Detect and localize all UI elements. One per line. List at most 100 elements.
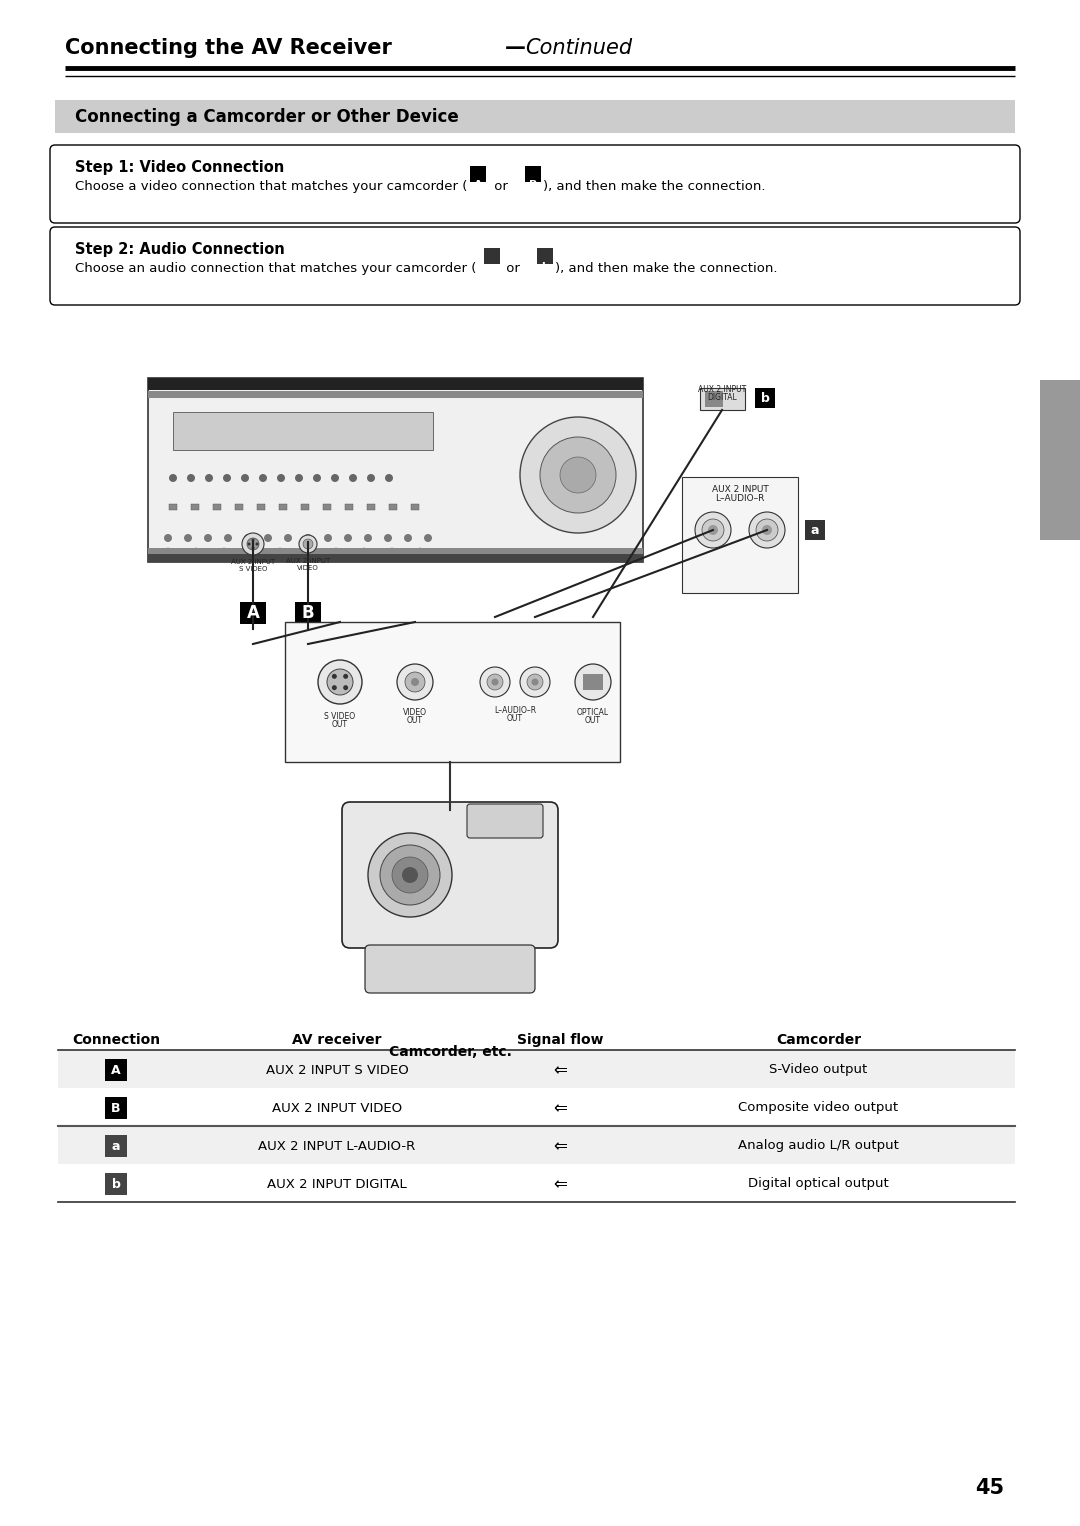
Text: ), and then make the connection.: ), and then make the connection. <box>543 180 766 192</box>
Circle shape <box>367 475 375 482</box>
Bar <box>55 101 1015 133</box>
Circle shape <box>204 534 212 542</box>
Bar <box>411 504 419 510</box>
Bar <box>58 1050 1015 1088</box>
Text: Connecting a Camcorder or Other Device: Connecting a Camcorder or Other Device <box>75 107 459 125</box>
Bar <box>345 504 353 510</box>
Text: or: or <box>490 180 512 192</box>
Text: L–AUDIO–R: L–AUDIO–R <box>715 494 765 504</box>
Text: Choose an audio connection that matches your camcorder (: Choose an audio connection that matches … <box>75 262 476 275</box>
Text: a: a <box>488 262 496 272</box>
Circle shape <box>313 475 321 482</box>
Circle shape <box>303 539 313 549</box>
Text: AUX 2 INPUT VIDEO: AUX 2 INPUT VIDEO <box>272 1102 402 1114</box>
Bar <box>173 412 433 450</box>
Circle shape <box>259 475 267 482</box>
Circle shape <box>364 534 372 542</box>
Text: AUX 2 INPUT: AUX 2 INPUT <box>286 559 330 565</box>
Circle shape <box>184 534 192 542</box>
Circle shape <box>191 548 201 559</box>
Text: Connecting the AV Receiver: Connecting the AV Receiver <box>65 38 392 58</box>
Circle shape <box>750 513 785 548</box>
Circle shape <box>247 543 251 545</box>
Circle shape <box>411 678 419 687</box>
Circle shape <box>368 833 453 917</box>
Circle shape <box>480 667 510 697</box>
Circle shape <box>303 548 313 559</box>
Circle shape <box>187 475 195 482</box>
Bar <box>148 548 643 554</box>
Text: Continued: Continued <box>525 38 632 58</box>
Text: A: A <box>246 604 259 623</box>
Text: Composite video output: Composite video output <box>739 1102 899 1114</box>
Bar <box>148 378 643 391</box>
Circle shape <box>303 534 312 542</box>
Bar <box>58 1088 1015 1126</box>
Text: DIGITAL: DIGITAL <box>707 394 737 401</box>
Text: Camcorder: Camcorder <box>775 1033 861 1047</box>
FancyBboxPatch shape <box>365 945 535 993</box>
Circle shape <box>318 661 362 703</box>
Circle shape <box>256 543 258 545</box>
Bar <box>148 391 643 398</box>
Circle shape <box>242 533 264 555</box>
Text: S VIDEO: S VIDEO <box>324 713 355 720</box>
Text: OUT: OUT <box>585 716 600 725</box>
Circle shape <box>219 548 229 559</box>
Text: AUX 2 INPUT DIGITAL: AUX 2 INPUT DIGITAL <box>267 1178 407 1190</box>
Text: A: A <box>111 1064 121 1076</box>
Text: AUX 2 INPUT L-AUDIO-R: AUX 2 INPUT L-AUDIO-R <box>258 1140 416 1152</box>
Circle shape <box>392 858 428 893</box>
Bar <box>705 391 723 407</box>
Bar <box>583 674 603 690</box>
Text: B: B <box>111 1102 121 1114</box>
Bar <box>323 504 330 510</box>
Circle shape <box>252 539 255 542</box>
Circle shape <box>708 525 718 536</box>
Text: Camcorder, etc.: Camcorder, etc. <box>389 1045 512 1059</box>
Circle shape <box>527 674 543 690</box>
Bar <box>367 504 375 510</box>
Text: b: b <box>111 1178 121 1190</box>
Bar <box>240 601 266 624</box>
Bar <box>148 378 643 562</box>
Circle shape <box>519 417 636 533</box>
Bar <box>525 166 541 182</box>
Text: Digital optical output: Digital optical output <box>748 1178 889 1190</box>
Text: 45: 45 <box>975 1479 1004 1499</box>
Text: OUT: OUT <box>332 720 348 729</box>
Circle shape <box>487 674 503 690</box>
Circle shape <box>163 548 173 559</box>
Circle shape <box>531 679 539 685</box>
Circle shape <box>244 534 252 542</box>
Circle shape <box>332 674 337 679</box>
Text: —: — <box>505 38 526 58</box>
Text: Analog audio L/R output: Analog audio L/R output <box>738 1140 899 1152</box>
Text: ⇐: ⇐ <box>554 1175 567 1193</box>
Bar <box>58 1164 1015 1202</box>
Bar <box>700 388 745 410</box>
Bar <box>537 249 553 264</box>
Circle shape <box>241 475 249 482</box>
Text: OPTICAL: OPTICAL <box>577 708 609 717</box>
Circle shape <box>404 534 411 542</box>
Circle shape <box>491 679 499 685</box>
Circle shape <box>384 534 392 542</box>
Circle shape <box>345 534 352 542</box>
Text: AUX 2 INPUT: AUX 2 INPUT <box>698 385 746 394</box>
FancyBboxPatch shape <box>50 227 1020 305</box>
Bar <box>105 1173 127 1195</box>
Text: OUT: OUT <box>507 714 523 723</box>
Circle shape <box>224 534 232 542</box>
Circle shape <box>405 671 426 691</box>
Text: a: a <box>111 1140 120 1152</box>
Text: A: A <box>474 180 483 191</box>
FancyBboxPatch shape <box>342 803 558 948</box>
Circle shape <box>299 536 318 552</box>
Bar <box>279 504 287 510</box>
Bar <box>1040 380 1080 540</box>
Text: b: b <box>760 392 769 404</box>
Text: S VIDEO: S VIDEO <box>239 566 267 572</box>
Text: Choose a video connection that matches your camcorder (: Choose a video connection that matches y… <box>75 180 468 192</box>
Circle shape <box>387 548 397 559</box>
